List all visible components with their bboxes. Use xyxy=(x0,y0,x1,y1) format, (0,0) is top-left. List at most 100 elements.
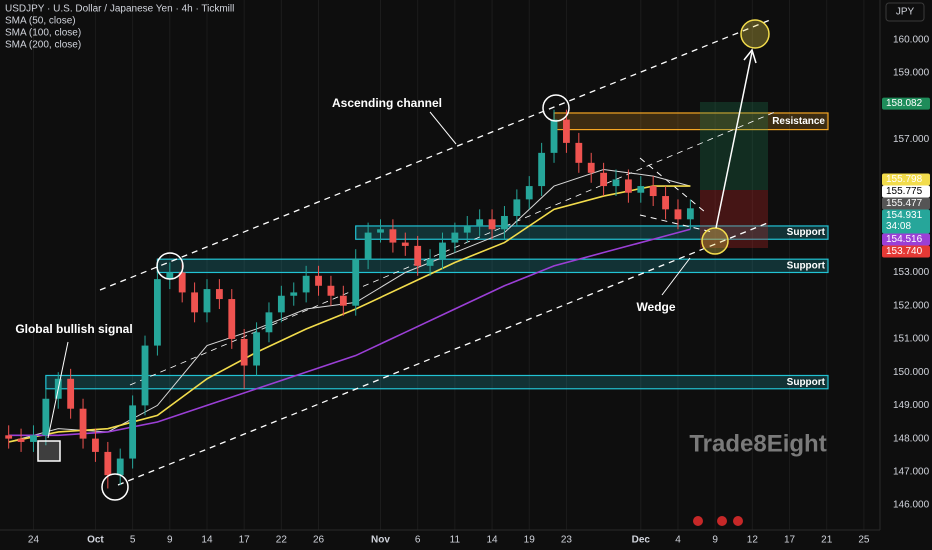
x-tick-label: 26 xyxy=(313,535,325,546)
x-tick-label: 14 xyxy=(201,535,213,546)
annotation: Global bullish signal xyxy=(15,322,132,336)
candle-body xyxy=(30,435,37,442)
candle-body xyxy=(501,215,508,230)
candle-body xyxy=(414,245,422,266)
candle-body xyxy=(302,275,310,293)
candle-body xyxy=(265,312,273,333)
price-label-box xyxy=(882,233,930,246)
candle-body xyxy=(612,179,620,187)
pointer xyxy=(661,257,691,296)
candle-body xyxy=(662,196,669,210)
candle-body xyxy=(67,378,75,409)
x-tick-label: 4 xyxy=(675,535,681,546)
projection-arrow xyxy=(715,51,753,229)
price-label-box xyxy=(882,185,930,198)
pointer xyxy=(429,111,457,145)
candle-body xyxy=(674,209,682,220)
price-label-box xyxy=(882,197,930,210)
candle-body xyxy=(624,179,632,193)
x-tick-label: 6 xyxy=(415,535,421,546)
candle-body xyxy=(228,299,236,339)
price-label: 154.931 xyxy=(886,210,923,221)
candle-body xyxy=(451,232,459,243)
entry-circle xyxy=(701,227,729,255)
candle-body xyxy=(166,272,174,280)
price-label-box xyxy=(882,245,930,258)
zone-label: Support xyxy=(787,377,826,388)
candle-body xyxy=(315,275,322,286)
candle-body xyxy=(649,186,657,197)
y-tick-label: 146.000 xyxy=(893,500,930,511)
event-icon[interactable] xyxy=(693,516,703,526)
x-tick-label: 12 xyxy=(747,535,759,546)
candle-body xyxy=(600,172,608,187)
x-tick-label: 21 xyxy=(821,535,833,546)
wedge-upper xyxy=(639,157,706,213)
markers xyxy=(37,19,770,501)
event-icon[interactable] xyxy=(717,516,727,526)
candle-body xyxy=(550,119,558,153)
x-tick-label: Oct xyxy=(87,535,104,546)
candle-body xyxy=(488,219,496,230)
marker-circle xyxy=(101,473,129,501)
marker-circle xyxy=(542,94,570,122)
x-tick-label: 19 xyxy=(524,535,536,546)
y-tick-label: 152.000 xyxy=(893,300,930,311)
annotation: Wedge xyxy=(636,300,675,314)
candle-body xyxy=(79,408,87,439)
candle-body xyxy=(154,279,161,346)
wedge-lower xyxy=(639,214,713,233)
candle-body xyxy=(277,295,285,313)
candle-body xyxy=(339,295,347,306)
candle-body xyxy=(563,119,570,143)
y-tick-label: 151.000 xyxy=(893,334,930,345)
zone-label: Support xyxy=(787,260,826,271)
symbol-title: USDJPY · U.S. Dollar / Japanese Yen · 4h… xyxy=(5,4,234,15)
event-icons xyxy=(693,516,743,526)
candle-body xyxy=(129,405,137,459)
candle-body xyxy=(439,242,446,260)
candle-body xyxy=(141,345,149,406)
price-label-box xyxy=(882,97,930,110)
candle-body xyxy=(377,229,384,233)
candle-body xyxy=(389,229,397,243)
x-tick-label: 24 xyxy=(28,535,40,546)
x-tick-label: 11 xyxy=(450,535,461,546)
candle-body xyxy=(327,285,335,296)
candle-body xyxy=(178,272,186,293)
x-tick-label: 9 xyxy=(712,535,718,546)
candle-body xyxy=(686,208,694,220)
currency-button[interactable] xyxy=(885,2,925,22)
candle-body xyxy=(476,219,484,226)
y-tick-label: 147.000 xyxy=(893,466,930,477)
pointer xyxy=(47,341,69,439)
candle-body xyxy=(538,152,546,187)
price-label: 155.477 xyxy=(886,198,923,209)
price-label: 155.798 xyxy=(886,174,923,185)
price-label: 155.775 xyxy=(886,186,923,197)
candle-body xyxy=(253,332,260,366)
sma-line xyxy=(8,228,691,437)
candle-body xyxy=(240,338,248,366)
zone xyxy=(156,258,829,274)
candles xyxy=(5,109,694,489)
price-label: 154.516 xyxy=(886,234,923,245)
legend-entry: SMA (50, close) xyxy=(5,16,76,27)
candle-body xyxy=(290,292,298,296)
countdown: 34:08 xyxy=(886,221,911,232)
legend: SMA (50, close)SMA (100, close)SMA (200,… xyxy=(5,16,81,51)
y-tick-label: 153.000 xyxy=(893,267,930,278)
candle-body xyxy=(116,458,124,476)
candle-body xyxy=(525,186,533,200)
candle-body xyxy=(513,199,521,216)
candle-body xyxy=(191,292,198,313)
legend-entry: SMA (100, close) xyxy=(5,28,81,39)
currency[interactable]: JPY xyxy=(896,7,915,18)
price-label: 158.082 xyxy=(886,98,923,109)
event-icon[interactable] xyxy=(733,516,743,526)
watermark: Trade8Eight xyxy=(689,430,826,457)
x-axis-labels: 24 Oct 5 9 14 17 22 26 Nov 6 11 14 19 23 Dec 4 9 12 17 21 25 xyxy=(28,535,870,546)
grid xyxy=(32,0,865,530)
